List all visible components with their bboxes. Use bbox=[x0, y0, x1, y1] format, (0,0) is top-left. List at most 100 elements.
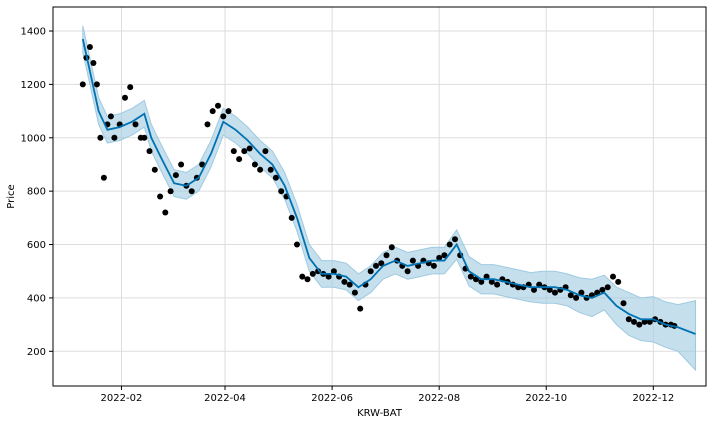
observed-point bbox=[199, 161, 206, 168]
observed-point bbox=[97, 134, 104, 141]
observed-point bbox=[646, 318, 653, 325]
observed-point bbox=[610, 273, 616, 280]
forecast-line bbox=[81, 38, 696, 335]
y-tick-label: 400 bbox=[27, 293, 46, 304]
y-tick-label: 200 bbox=[27, 347, 46, 358]
observed-point bbox=[325, 273, 332, 280]
observed-point bbox=[132, 121, 139, 128]
observed-point bbox=[220, 113, 227, 120]
observed-point bbox=[225, 108, 232, 115]
observed-point bbox=[127, 84, 134, 91]
observed-point bbox=[215, 102, 221, 109]
observed-point bbox=[288, 214, 295, 221]
observed-point bbox=[436, 254, 443, 261]
y-axis-title: Price bbox=[6, 184, 17, 208]
observed-point bbox=[641, 318, 648, 325]
observed-point bbox=[409, 257, 416, 264]
observed-point bbox=[446, 241, 453, 248]
observed-point bbox=[107, 113, 114, 120]
x-tick-label: 2022-08 bbox=[418, 393, 460, 404]
y-tick-label: 1000 bbox=[21, 133, 46, 144]
observed-point bbox=[100, 174, 107, 181]
x-axis: 2022-02 2022-04 2022-06 2022-08 2022-10 2022-… bbox=[101, 386, 674, 404]
observed-point bbox=[367, 268, 374, 275]
observed-point bbox=[79, 81, 86, 88]
observed-point bbox=[257, 166, 264, 173]
observed-point bbox=[188, 188, 195, 195]
grid-lines bbox=[53, 7, 706, 386]
observed-point bbox=[236, 156, 243, 163]
x-tick-label: 2022-06 bbox=[311, 393, 353, 404]
observed-point bbox=[615, 278, 622, 285]
y-tick-label: 1400 bbox=[21, 27, 46, 38]
observed-point bbox=[452, 236, 458, 243]
observed-point bbox=[262, 148, 269, 155]
observed-point bbox=[178, 161, 185, 168]
observed-point bbox=[478, 278, 485, 285]
observed-point bbox=[573, 294, 580, 301]
observed-point bbox=[599, 286, 606, 293]
observed-point bbox=[172, 172, 179, 179]
observed-point bbox=[531, 286, 537, 293]
uncertainty-interval-band bbox=[82, 25, 696, 372]
y-axis: 200 400 600 800 1000 1200 1400 bbox=[21, 27, 53, 358]
observed-point bbox=[488, 278, 495, 285]
observed-point bbox=[631, 318, 637, 325]
observed-point bbox=[357, 305, 364, 312]
observed-point bbox=[441, 252, 448, 259]
observed-point bbox=[567, 292, 574, 299]
observed-point bbox=[241, 148, 248, 155]
observed-point bbox=[230, 148, 237, 155]
observed-point bbox=[604, 284, 611, 291]
observed-point bbox=[93, 81, 100, 88]
observed-point bbox=[494, 281, 501, 288]
observed-point bbox=[373, 262, 379, 269]
observed-point bbox=[146, 148, 153, 155]
observed-point bbox=[483, 273, 490, 280]
observed-point bbox=[383, 252, 390, 259]
observed-point bbox=[341, 278, 348, 285]
observed-point bbox=[404, 268, 411, 275]
observed-point bbox=[467, 273, 474, 280]
observed-point bbox=[209, 108, 216, 115]
observed-point bbox=[299, 273, 306, 280]
observed-point bbox=[625, 316, 632, 323]
observed-point bbox=[636, 321, 643, 328]
observed-point bbox=[111, 134, 118, 141]
observed-point bbox=[167, 188, 174, 195]
observed-point bbox=[151, 166, 158, 173]
observed-point bbox=[272, 174, 279, 181]
observed-point bbox=[620, 300, 627, 307]
x-tick-label: 2022-10 bbox=[525, 393, 567, 404]
observed-point bbox=[346, 281, 353, 288]
observed-point bbox=[378, 260, 385, 267]
observed-point bbox=[552, 289, 558, 296]
observed-point bbox=[578, 289, 585, 296]
observed-point bbox=[122, 94, 128, 101]
observed-point bbox=[251, 161, 258, 168]
observed-point bbox=[388, 244, 395, 251]
x-axis-title: KRW-BAT bbox=[357, 408, 403, 419]
observed-point bbox=[430, 262, 437, 269]
observed-point bbox=[162, 209, 169, 216]
observed-point bbox=[278, 188, 285, 195]
y-tick-label: 1200 bbox=[21, 80, 46, 91]
observed-point bbox=[90, 60, 97, 66]
observed-point bbox=[294, 241, 300, 248]
observed-point bbox=[267, 166, 274, 173]
observed-point bbox=[330, 268, 337, 275]
observed-point bbox=[246, 145, 253, 152]
y-tick-label: 800 bbox=[27, 187, 46, 198]
plot-frame bbox=[52, 6, 707, 387]
chart-area bbox=[52, 6, 707, 387]
x-tick-label: 2022-02 bbox=[101, 393, 143, 404]
observed-point bbox=[351, 289, 358, 296]
x-tick-label: 2022-12 bbox=[632, 393, 674, 404]
observed-point bbox=[157, 193, 164, 200]
observed-point bbox=[86, 44, 93, 50]
y-tick-label: 600 bbox=[27, 240, 46, 251]
observed-point bbox=[204, 121, 211, 128]
observed-point bbox=[304, 276, 311, 283]
observed-point bbox=[536, 281, 543, 288]
